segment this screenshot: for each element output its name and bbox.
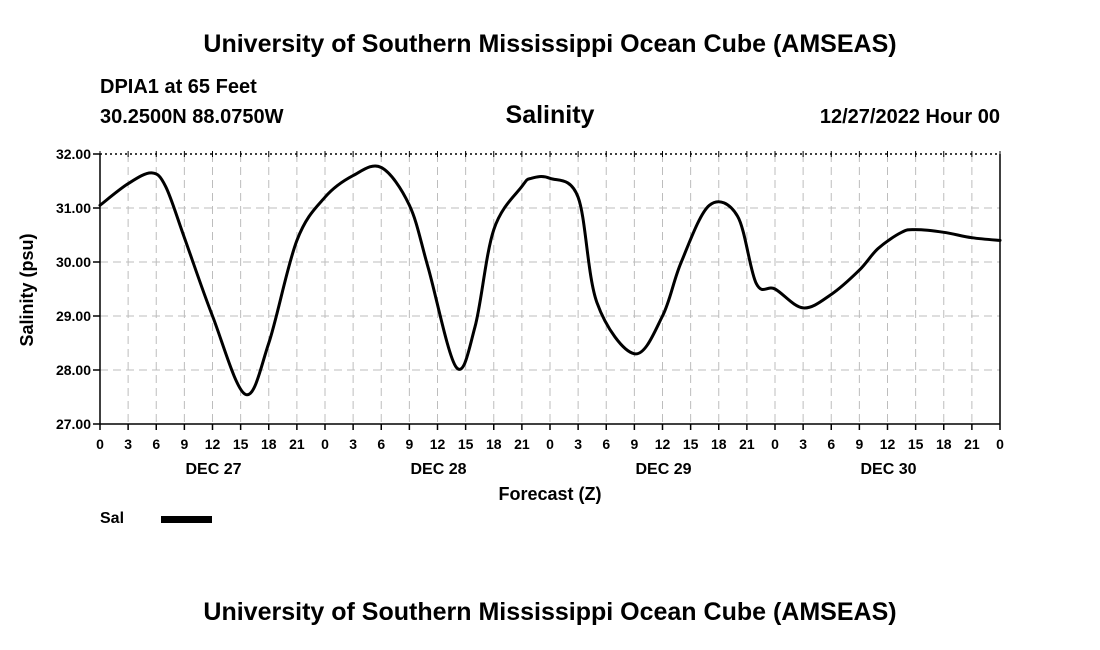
- x-tick-label: 9: [405, 436, 413, 452]
- x-tick-label: 12: [655, 436, 671, 452]
- y-axis: 27.00 28.00 29.00 30.00 31.00 32.00: [56, 146, 100, 432]
- x-tick-label: 18: [261, 436, 277, 452]
- legend-line-swatch: [161, 516, 212, 523]
- y-tick-label: 29.00: [56, 308, 91, 324]
- y-tick-label: 31.00: [56, 200, 91, 216]
- x-day-label: DEC 29: [635, 461, 691, 478]
- x-tick-label: 0: [546, 436, 554, 452]
- x-tick-label: 15: [458, 436, 474, 452]
- x-tick-label: 21: [514, 436, 530, 452]
- x-day-label: DEC 30: [860, 461, 916, 478]
- y-tick-label: 30.00: [56, 254, 91, 270]
- x-tick-label: 3: [349, 436, 357, 452]
- x-tick-label: 9: [630, 436, 638, 452]
- x-tick-label: 6: [377, 436, 385, 452]
- x-tick-label: 21: [739, 436, 755, 452]
- x-tick-label: 3: [124, 436, 132, 452]
- x-tick-label: 12: [205, 436, 221, 452]
- y-tick-label: 27.00: [56, 416, 91, 432]
- station-coordinates: 30.2500N 88.0750W: [100, 106, 284, 128]
- chart-footer-title: University of Southern Mississippi Ocean…: [203, 598, 897, 626]
- x-tick-label: 18: [936, 436, 952, 452]
- x-tick-label: 9: [855, 436, 863, 452]
- x-tick-label: 12: [880, 436, 896, 452]
- x-tick-label: 3: [799, 436, 807, 452]
- x-tick-label: 0: [996, 436, 1004, 452]
- series-layer: [98, 164, 1002, 397]
- x-tick-label: 15: [908, 436, 924, 452]
- legend-label: Sal: [100, 510, 125, 527]
- y-tick-label: 32.00: [56, 146, 91, 162]
- x-tick-label: 12: [430, 436, 446, 452]
- x-axis: 0 3 6 9 12 15 18 21 0 3 6 9 12 15 18 21 0 3 6 9 12 15 18 21 0 3 6 9…: [96, 151, 1004, 478]
- x-tick-label: 0: [771, 436, 779, 452]
- x-tick-label: 0: [96, 436, 104, 452]
- x-tick-label: 21: [964, 436, 980, 452]
- x-tick-label: 18: [486, 436, 502, 452]
- x-tick-label: 18: [711, 436, 727, 452]
- x-tick-label: 0: [321, 436, 329, 452]
- gridlines: [100, 154, 1000, 424]
- x-tick-label: 15: [683, 436, 699, 452]
- x-tick-label: 6: [152, 436, 160, 452]
- x-tick-label: 6: [602, 436, 610, 452]
- forecast-run-time: 12/27/2022 Hour 00: [819, 106, 1000, 128]
- x-tick-label: 21: [289, 436, 305, 452]
- x-tick-label: 3: [574, 436, 582, 452]
- chart-title: Salinity: [505, 101, 595, 129]
- y-tick-label: 28.00: [56, 362, 91, 378]
- x-tick-label: 9: [180, 436, 188, 452]
- x-day-label: DEC 28: [410, 461, 466, 478]
- y-axis-label: Salinity (psu): [17, 233, 37, 346]
- x-axis-label: Forecast (Z): [498, 484, 601, 504]
- chart-header-title: University of Southern Mississippi Ocean…: [203, 30, 897, 58]
- x-day-label: DEC 27: [185, 461, 241, 478]
- x-tick-label: 15: [233, 436, 249, 452]
- station-label: DPIA1 at 65 Feet: [100, 76, 257, 98]
- x-tick-label: 6: [827, 436, 835, 452]
- series-line-sal: [98, 164, 1002, 397]
